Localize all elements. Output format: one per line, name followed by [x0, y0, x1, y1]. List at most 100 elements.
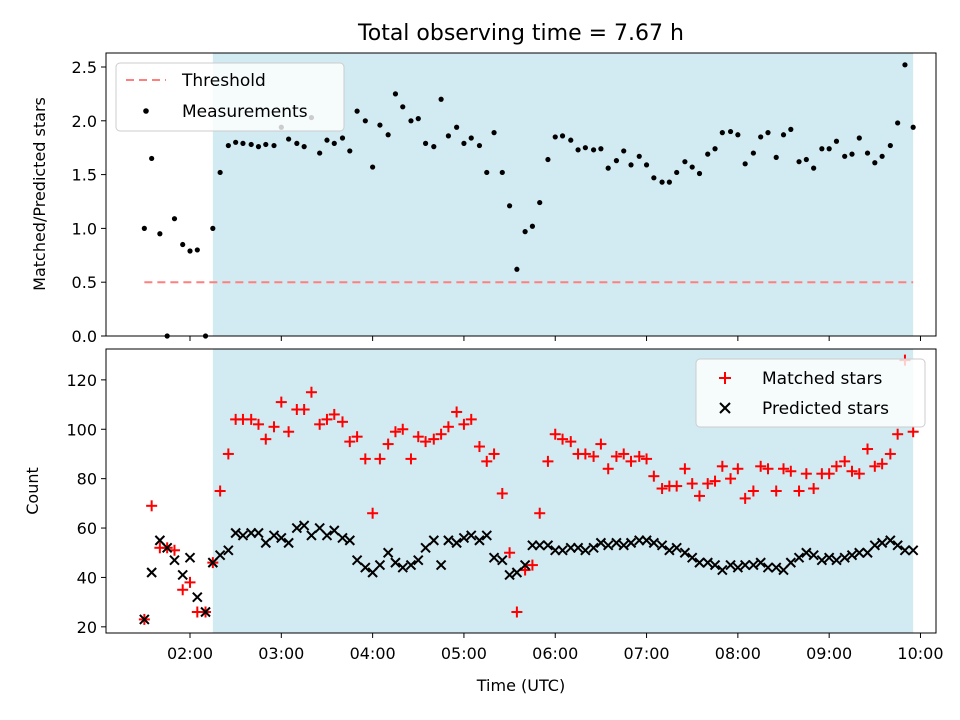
bottom-x-ticks: 02:00 03:00 04:00 05:00 06:00 07:00 08:00 09:00… — [167, 633, 944, 663]
predicted-star-point — [390, 557, 401, 568]
matched-star-point — [610, 450, 622, 462]
predicted-star-point — [641, 535, 652, 546]
matched-star-point — [214, 485, 226, 497]
predicted-star-point — [892, 540, 903, 551]
matched-star-point — [694, 490, 706, 502]
matched-star-point — [146, 500, 158, 512]
predicted-star-point — [413, 554, 424, 566]
predicted-star-point — [572, 542, 584, 554]
matched-star-point — [405, 453, 417, 465]
measurement-point — [461, 140, 467, 146]
predicted-star-point — [702, 557, 713, 568]
measurement-points — [141, 62, 916, 339]
matched-star-point — [465, 413, 477, 425]
matched-star-point — [428, 433, 440, 445]
predicted-star-point — [618, 540, 629, 551]
measurement-point — [910, 124, 916, 130]
matched-star-point — [314, 418, 326, 430]
predicted-star-point — [671, 542, 682, 554]
measurement-point — [833, 138, 840, 144]
bottom-y-tick-label: 120 — [66, 371, 97, 390]
measurement-point — [826, 146, 832, 152]
predicted-star-point — [625, 537, 637, 549]
measurement-point — [796, 159, 802, 165]
predicted-star-point — [816, 554, 828, 566]
predicted-star-point — [511, 567, 523, 578]
measurement-point — [682, 159, 688, 165]
measurement-point — [819, 146, 825, 152]
predicted-star-point — [374, 559, 386, 571]
predicted-star-point — [321, 530, 333, 541]
bottom-panel: 20 40 60 80 100 120 02:00 03:00 04:00 05:00 06:00… — [23, 348, 944, 695]
top-legend: Threshold Measurements — [115, 62, 345, 132]
matched-star-point — [618, 448, 630, 460]
matched-star-point — [869, 460, 881, 472]
measurement-point — [742, 161, 748, 167]
measurement-point — [408, 118, 414, 124]
x-tick-label: 05:00 — [441, 644, 487, 663]
measurement-point — [157, 231, 163, 237]
top-y-tick-label: 2.0 — [72, 112, 97, 131]
measurement-point — [559, 133, 566, 139]
matched-star-point — [602, 463, 614, 475]
predicted-star-point — [823, 552, 835, 563]
measurement-point — [392, 91, 399, 97]
predicted-star-point — [694, 557, 705, 568]
matched-star-point — [245, 413, 257, 425]
measurement-point — [872, 160, 878, 166]
predicted-star-point — [785, 557, 797, 568]
measurement-point — [255, 144, 262, 150]
predicted-star-point — [169, 554, 180, 566]
matched-star-point — [374, 453, 386, 465]
predicted-star-point — [580, 545, 591, 556]
legend-predicted-label: Predicted stars — [762, 399, 889, 419]
measurement-point — [362, 118, 368, 124]
matched-star-points — [138, 354, 919, 625]
predicted-star-point — [268, 530, 280, 541]
x-tick-label: 07:00 — [623, 644, 669, 663]
measurement-point — [773, 154, 779, 160]
measurement-point — [719, 130, 725, 136]
matched-star-point — [336, 416, 348, 428]
measurement-point — [445, 133, 452, 139]
legend-matched-label: Matched stars — [762, 369, 882, 389]
matched-star-point — [747, 485, 759, 497]
matched-star-point — [770, 485, 782, 497]
predicted-star-point — [557, 545, 568, 556]
bottom-y-tick-label: 80 — [77, 470, 97, 489]
measurement-point — [613, 158, 620, 164]
predicted-star-point — [664, 545, 675, 556]
measurement-point — [529, 223, 536, 229]
measurement-point — [370, 164, 376, 170]
matched-star-point — [328, 408, 340, 420]
bottom-y-tick-label: 100 — [66, 420, 97, 439]
matched-star-point — [633, 450, 645, 462]
matched-star-point — [702, 478, 714, 490]
measurement-point — [484, 169, 490, 176]
predicted-star-point — [839, 552, 850, 563]
matched-star-point — [504, 547, 516, 559]
matched-star-point — [451, 406, 463, 418]
matched-star-point — [557, 433, 569, 445]
matched-star-point — [892, 428, 904, 440]
predicted-star-point — [420, 542, 431, 554]
top-y-axis-label: Matched/Predicted stars — [30, 97, 49, 291]
chart-title: Total observing time = 7.67 h — [357, 21, 684, 46]
predicted-star-point — [831, 554, 842, 566]
measurement-point — [765, 130, 771, 136]
matched-star-point — [846, 465, 858, 477]
measurement-point — [454, 124, 460, 130]
matched-star-point — [709, 475, 721, 487]
matched-star-point — [420, 436, 432, 448]
matched-star-point — [671, 480, 683, 492]
measurement-point — [233, 139, 239, 145]
predicted-star-point — [360, 562, 371, 573]
measurement-point — [225, 142, 231, 149]
measurement-point — [499, 169, 505, 176]
predicted-star-point — [534, 540, 545, 551]
matched-star-point — [268, 421, 280, 433]
bottom-y-tick-label: 60 — [77, 519, 97, 538]
predicted-star-point — [907, 545, 919, 556]
measurement-point — [598, 146, 604, 152]
